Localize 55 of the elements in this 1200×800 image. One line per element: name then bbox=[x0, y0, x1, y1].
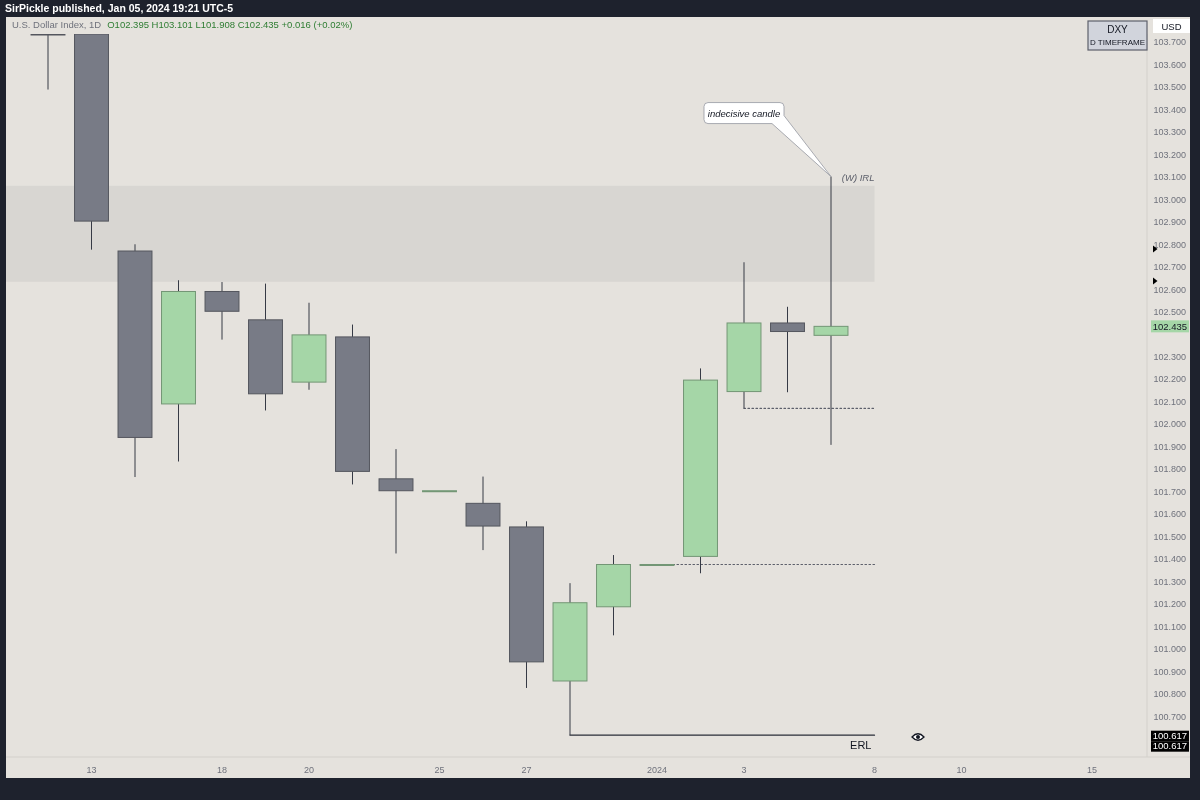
y-tick-label: 101.500 bbox=[1153, 531, 1186, 542]
y-tick-label: 102.300 bbox=[1153, 352, 1186, 363]
y-tick-label: 101.800 bbox=[1153, 464, 1186, 475]
annotation: (W) IRL bbox=[841, 171, 875, 183]
y-tick-label: 101.000 bbox=[1153, 644, 1186, 655]
y-tick-label: 101.600 bbox=[1153, 509, 1186, 520]
x-tick-label: 3 bbox=[741, 765, 747, 775]
y-tick-label: 103.600 bbox=[1153, 59, 1186, 70]
y-tick-label: 101.400 bbox=[1153, 554, 1186, 565]
y-tick-label: 102.700 bbox=[1153, 262, 1186, 273]
y-tick-label: 102.900 bbox=[1153, 217, 1186, 228]
y-tick-label: 102.800 bbox=[1153, 239, 1186, 250]
x-tick-label: 2024 bbox=[646, 765, 668, 775]
text: 100.617 bbox=[1152, 729, 1187, 741]
y-tick-label: 102.600 bbox=[1153, 284, 1186, 295]
y-tick-label: 103.100 bbox=[1153, 172, 1186, 183]
y-tick-label: 103.200 bbox=[1153, 149, 1186, 160]
y-axis-title: USD bbox=[1161, 20, 1182, 32]
y-tick-label: 103.400 bbox=[1153, 104, 1186, 115]
y-tick-label: 100.900 bbox=[1153, 666, 1186, 677]
y-tick-label: 103.300 bbox=[1153, 127, 1186, 138]
y-tick-label: 101.200 bbox=[1153, 599, 1186, 610]
y-tick-label: 102.000 bbox=[1153, 419, 1186, 430]
candlestick bbox=[378, 448, 414, 554]
x-tick-label: 15 bbox=[1086, 765, 1098, 775]
x-tick-label: 18 bbox=[216, 765, 228, 775]
y-tick-label: 100.800 bbox=[1153, 689, 1186, 700]
series-label: ERL bbox=[850, 739, 872, 752]
x-tick-label: 27 bbox=[521, 765, 532, 775]
x-tick-label: 8 bbox=[871, 765, 878, 775]
x-tick-label: 10 bbox=[956, 765, 967, 775]
annotation: DXY bbox=[1107, 24, 1129, 35]
y-tick-label: 103.000 bbox=[1153, 194, 1186, 205]
y-tick-label: 101.900 bbox=[1153, 441, 1186, 452]
annotation: D TIMEFRAME bbox=[1090, 38, 1145, 47]
y-tick-label: 102.100 bbox=[1153, 396, 1186, 407]
candlestick bbox=[770, 306, 805, 393]
x-tick-label: 25 bbox=[434, 765, 445, 775]
text: 102.435 bbox=[1152, 320, 1187, 332]
annotation: indecisive candle bbox=[707, 107, 781, 119]
y-tick-label: 103.500 bbox=[1153, 82, 1186, 93]
candlestick bbox=[30, 34, 66, 91]
y-tick-label: 100.700 bbox=[1153, 711, 1186, 722]
x-tick-label: 13 bbox=[86, 765, 97, 775]
y-tick-label: 101.700 bbox=[1153, 486, 1186, 497]
y-tick-label: 101.100 bbox=[1153, 621, 1186, 632]
text: 100.617 bbox=[1152, 740, 1187, 752]
y-tick-label: 102.200 bbox=[1153, 374, 1186, 385]
y-tick-label: 103.700 bbox=[1153, 37, 1186, 48]
chart-title: U.S. Dollar Index, 1D bbox=[12, 19, 102, 30]
x-tick-label: 20 bbox=[303, 765, 315, 775]
y-tick-label: 102.500 bbox=[1153, 307, 1186, 318]
text: SirPickle published, Jan 05, 2024 19:21 UTC-5 bbox=[5, 2, 234, 14]
chart-subtitle: O102.395 H103.101 L101.908 C102.435 +0.016 (+0.02%) bbox=[107, 19, 353, 30]
y-tick-label: 101.300 bbox=[1153, 576, 1186, 587]
